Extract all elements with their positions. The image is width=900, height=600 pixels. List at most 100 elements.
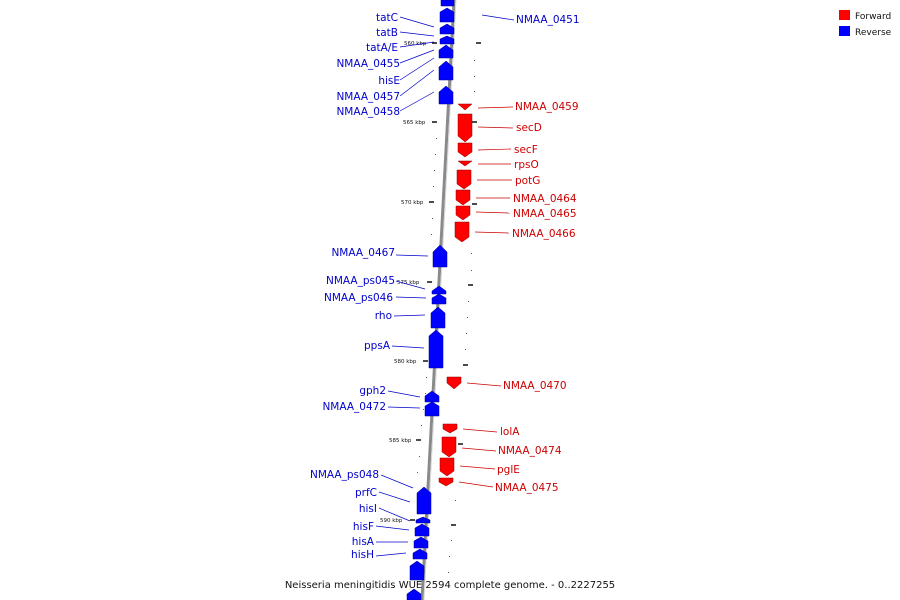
reverse-gene-track — [406, 0, 455, 600]
tick-label: 570 kbp — [401, 200, 424, 206]
gene-arrow-ppsA[interactable] — [428, 329, 444, 369]
gene-arrow-secF[interactable] — [457, 142, 473, 158]
leader-line — [375, 552, 407, 557]
leader-line — [461, 447, 497, 452]
gene-arrow-gph2[interactable] — [424, 390, 440, 403]
gene-arrow-NMAA_0474[interactable] — [441, 436, 457, 458]
gene-label[interactable]: NMAA_0470 — [503, 380, 567, 392]
leader-line — [380, 474, 414, 489]
forward-leader-lines — [458, 14, 515, 488]
gene-label[interactable]: prfC — [355, 487, 377, 499]
gene-label[interactable]: gph2 — [359, 385, 386, 397]
tick-label: 560 kbp — [404, 41, 427, 47]
gene-arrow-NMAA_0475[interactable] — [438, 477, 454, 487]
gene-arrow-NMAA_0459[interactable] — [457, 103, 473, 111]
gene-arrow-potG[interactable] — [456, 169, 472, 190]
gene-arrow-NMAA_ps046[interactable] — [431, 293, 447, 305]
gene-arrow-lolA[interactable] — [442, 423, 458, 434]
gene-arrow-rho[interactable] — [430, 306, 446, 329]
leader-line — [391, 345, 425, 349]
reverse-labels: tatC tatB tatA/E NMAA_0455 hisE NMAA_045… — [310, 12, 400, 561]
gene-arrow-NMAA_0464[interactable] — [455, 189, 471, 206]
leader-line — [462, 428, 498, 433]
gene-arrow-pglE[interactable] — [439, 457, 455, 477]
gene-arrow-hisF[interactable] — [414, 523, 430, 537]
leader-line — [399, 69, 435, 97]
gene-label[interactable]: tatB — [376, 27, 398, 39]
gene-label[interactable]: NMAA_0451 — [516, 14, 580, 26]
gene-label[interactable]: ppsA — [364, 340, 391, 352]
gene-label[interactable]: hisH — [351, 549, 374, 561]
gene-arrow-NMAA_ps045[interactable] — [431, 285, 447, 295]
leader-line — [395, 280, 426, 290]
gene-label[interactable]: pglE — [497, 464, 520, 476]
leader-line — [477, 106, 514, 109]
legend-swatch-reverse — [839, 26, 850, 36]
leader-line — [387, 390, 421, 398]
gene-arrow-tatC[interactable] — [439, 7, 455, 23]
leader-line — [477, 148, 512, 151]
gene-arrow-rpsO[interactable] — [457, 160, 473, 167]
gene-arrow-prfC[interactable] — [416, 486, 432, 515]
forward-labels: NMAA_0451 NMAA_0459 secD secF rpsO potG … — [495, 14, 580, 494]
tick-label: 590 kbp — [380, 518, 403, 524]
gene-arrow-NMAA_0455[interactable] — [438, 44, 454, 59]
gene-label[interactable]: NMAA_0465 — [513, 208, 577, 220]
gene-label[interactable]: secF — [514, 144, 538, 156]
gene-label[interactable]: rpsO — [514, 159, 539, 171]
gene-label[interactable]: tatA/E — [366, 42, 398, 54]
gene-label[interactable]: NMAA_0464 — [513, 193, 577, 205]
gene-label[interactable]: hisA — [352, 536, 375, 548]
gene-label[interactable]: NMAA_0466 — [512, 228, 576, 240]
tick-label: 575 kbp — [397, 280, 420, 286]
gene-arrow-NMAA_0466[interactable] — [454, 221, 470, 243]
gene-label[interactable]: hisI — [359, 503, 377, 515]
legend-label-forward: Forward — [855, 12, 891, 22]
gene-label[interactable]: NMAA_0458 — [336, 106, 400, 118]
gene-label[interactable]: NMAA_0472 — [322, 401, 386, 413]
forward-gene-track — [438, 103, 473, 487]
gene-arrow-hisA[interactable] — [413, 536, 429, 549]
leader-line — [474, 231, 510, 234]
leader-line — [399, 91, 435, 112]
tick-label: 580 kbp — [394, 359, 417, 365]
gene-arrow-hisI[interactable] — [415, 516, 431, 524]
leader-line — [475, 211, 511, 214]
gene-label[interactable]: potG — [515, 175, 540, 187]
gene-arrow-top[interactable] — [440, 0, 455, 7]
gene-arrow-NMAA_0457[interactable] — [438, 85, 454, 105]
gene-label[interactable]: lolA — [500, 426, 520, 438]
leader-line — [477, 126, 514, 129]
gene-arrow-hisH[interactable] — [412, 548, 428, 560]
gene-arrow-secD[interactable] — [457, 113, 473, 143]
gene-arrow-hisE[interactable] — [438, 60, 454, 81]
gene-label[interactable]: hisE — [378, 75, 400, 87]
gene-label[interactable]: NMAA_0459 — [515, 101, 579, 113]
leader-line — [375, 525, 410, 531]
genome-caption: Neisseria meningitidis WUE 2594 complete… — [285, 580, 615, 591]
leader-line — [387, 406, 421, 409]
gene-label[interactable]: NMAA_0457 — [336, 91, 400, 103]
gene-arrow-tatA-E[interactable] — [439, 35, 455, 45]
gene-label[interactable]: NMAA_ps048 — [310, 469, 379, 481]
gene-arrow-NMAA_0467[interactable] — [432, 244, 448, 268]
gene-label[interactable]: NMAA_ps045 — [326, 275, 395, 287]
gene-arrow-unlabeled[interactable] — [409, 560, 425, 581]
gene-label[interactable]: NMAA_0467 — [331, 247, 395, 259]
scale-ticks: 560 kbp 565 kbp 570 kbp 575 kbp 580 kbp … — [380, 41, 481, 573]
gene-arrow-unlabeled[interactable] — [406, 588, 422, 600]
gene-label[interactable]: hisF — [353, 521, 374, 533]
gene-arrow-NMAA_0465[interactable] — [455, 205, 471, 221]
gene-label[interactable]: rho — [375, 310, 392, 322]
gene-arrow-NMAA_0470[interactable] — [446, 376, 462, 390]
gene-arrow-tatB[interactable] — [439, 23, 455, 35]
gene-label[interactable]: secD — [516, 122, 542, 134]
gene-label[interactable]: NMAA_0475 — [495, 482, 559, 494]
gene-label[interactable]: NMAA_0455 — [336, 58, 400, 70]
leader-line — [395, 254, 429, 257]
gene-label[interactable]: tatC — [376, 12, 398, 24]
gene-label[interactable]: NMAA_ps046 — [324, 292, 393, 304]
gene-arrow-NMAA_0472[interactable] — [424, 401, 440, 417]
gene-label[interactable]: NMAA_0474 — [498, 445, 562, 457]
